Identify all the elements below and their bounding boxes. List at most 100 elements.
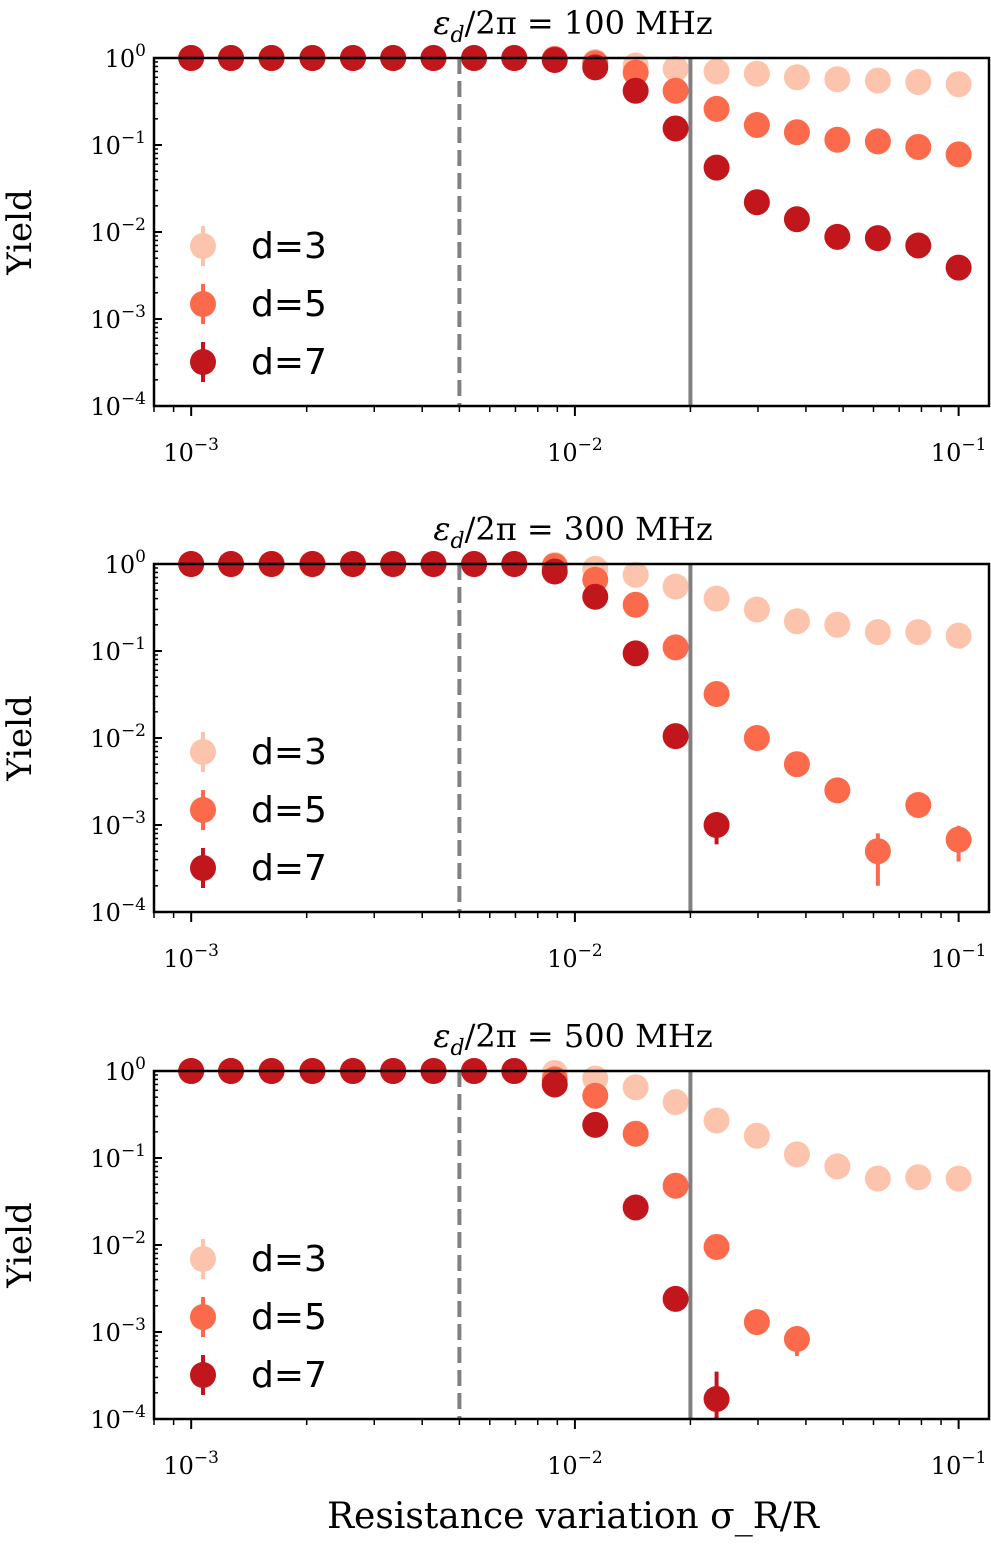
y-tick-label: 10−3 [90, 808, 146, 840]
legend-label: d=3 [251, 732, 327, 773]
data-point [864, 225, 891, 252]
data-point [905, 68, 932, 95]
panel-title: εd/2π = 500 MHz [433, 1017, 712, 1061]
data-point [864, 619, 891, 646]
data-point [864, 128, 891, 155]
data-point [905, 1164, 932, 1191]
data-point [582, 583, 609, 610]
y-tick-label: 10−2 [90, 215, 146, 247]
data-point [582, 54, 609, 81]
series-d=3 [178, 1058, 972, 1192]
y-axis-label: Yield [0, 189, 40, 275]
data-point [662, 1172, 689, 1199]
x-tick-label: 10−3 [163, 1448, 219, 1480]
data-point [662, 634, 689, 661]
data-point [622, 591, 649, 618]
data-point [824, 1153, 851, 1180]
data-point [703, 812, 730, 838]
series-d=3 [178, 551, 972, 649]
y-tick-label: 10−4 [90, 1402, 146, 1434]
y-tick-label: 100 [105, 547, 146, 579]
legend-label: d=7 [251, 848, 327, 889]
data-point [783, 64, 810, 91]
data-point [622, 1194, 649, 1221]
data-point [662, 115, 689, 142]
x-tick-label: 10−3 [163, 435, 219, 467]
y-tick-label: 10−4 [90, 389, 146, 421]
data-point [541, 558, 568, 585]
y-tick-label: 100 [105, 1054, 146, 1086]
data-point [582, 1111, 609, 1138]
legend-marker [190, 739, 216, 765]
figure-x-axis-label: Resistance variation σ_R/R [327, 1496, 820, 1537]
data-point [703, 585, 730, 612]
data-point [662, 723, 689, 750]
data-point [582, 1082, 609, 1109]
data-point [945, 622, 972, 649]
data-point [703, 1233, 730, 1260]
x-tick-label: 10−2 [547, 1448, 603, 1480]
y-axis-label: Yield [0, 695, 40, 781]
y-tick-label: 10−1 [90, 1141, 146, 1173]
data-point [783, 119, 810, 146]
x-tick-label: 10−2 [547, 941, 603, 973]
y-tick-label: 10−1 [90, 128, 146, 160]
data-point [622, 1074, 649, 1101]
data-point [864, 67, 891, 94]
data-point [945, 254, 972, 281]
data-point [662, 77, 689, 104]
data-point [622, 1120, 649, 1147]
legend-label: d=5 [251, 790, 327, 831]
data-point [662, 1089, 689, 1116]
legend: d=3 d=5 d=7 [190, 732, 327, 889]
panel-1: 100 10−1 10−2 10−3 10−4 10−3 10−2 10−1 εd/2π = 1… [0, 4, 991, 467]
data-point [743, 60, 770, 87]
series-d=3 [178, 45, 972, 98]
data-point [824, 66, 851, 93]
y-tick-label: 100 [105, 41, 146, 73]
legend-marker [190, 1246, 216, 1272]
legend-marker [190, 797, 216, 823]
x-tick-label: 10−1 [931, 435, 987, 467]
legend-marker [190, 855, 216, 881]
legend-marker [190, 291, 216, 317]
y-axis-label: Yield [0, 1202, 40, 1288]
data-point [703, 95, 730, 122]
data-point [662, 1285, 689, 1312]
legend-label: d=7 [251, 1355, 327, 1396]
x-tick-label: 10−1 [931, 941, 987, 973]
data-point [703, 1385, 730, 1412]
legend: d=3 d=5 d=7 [190, 1239, 327, 1396]
x-tick-label: 10−2 [547, 435, 603, 467]
series-d=5 [178, 45, 972, 168]
data-point [622, 77, 649, 104]
data-point [743, 1309, 770, 1336]
data-point [783, 1326, 810, 1353]
legend-label: d=7 [251, 342, 327, 383]
y-tick-label: 10−3 [90, 302, 146, 334]
data-point [945, 1165, 972, 1192]
data-point [905, 232, 932, 259]
data-point [743, 725, 770, 751]
data-point [945, 826, 972, 853]
data-point [541, 46, 568, 73]
data-point [783, 1141, 810, 1168]
data-point [703, 154, 730, 181]
panel-title: εd/2π = 100 MHz [433, 4, 712, 48]
data-point [703, 681, 730, 708]
legend-marker [190, 349, 216, 375]
data-point [662, 573, 689, 600]
legend-marker [190, 1304, 216, 1330]
data-point [824, 777, 851, 804]
data-point [622, 59, 649, 86]
legend: d=3 d=5 d=7 [190, 226, 327, 383]
y-tick-label: 10−4 [90, 895, 146, 927]
legend-label: d=3 [251, 226, 327, 267]
legend-label: d=5 [251, 1297, 327, 1338]
y-tick-label: 10−1 [90, 634, 146, 666]
data-point [905, 791, 932, 818]
data-point [743, 189, 770, 216]
legend-label: d=3 [251, 1239, 327, 1280]
data-point [703, 58, 730, 85]
